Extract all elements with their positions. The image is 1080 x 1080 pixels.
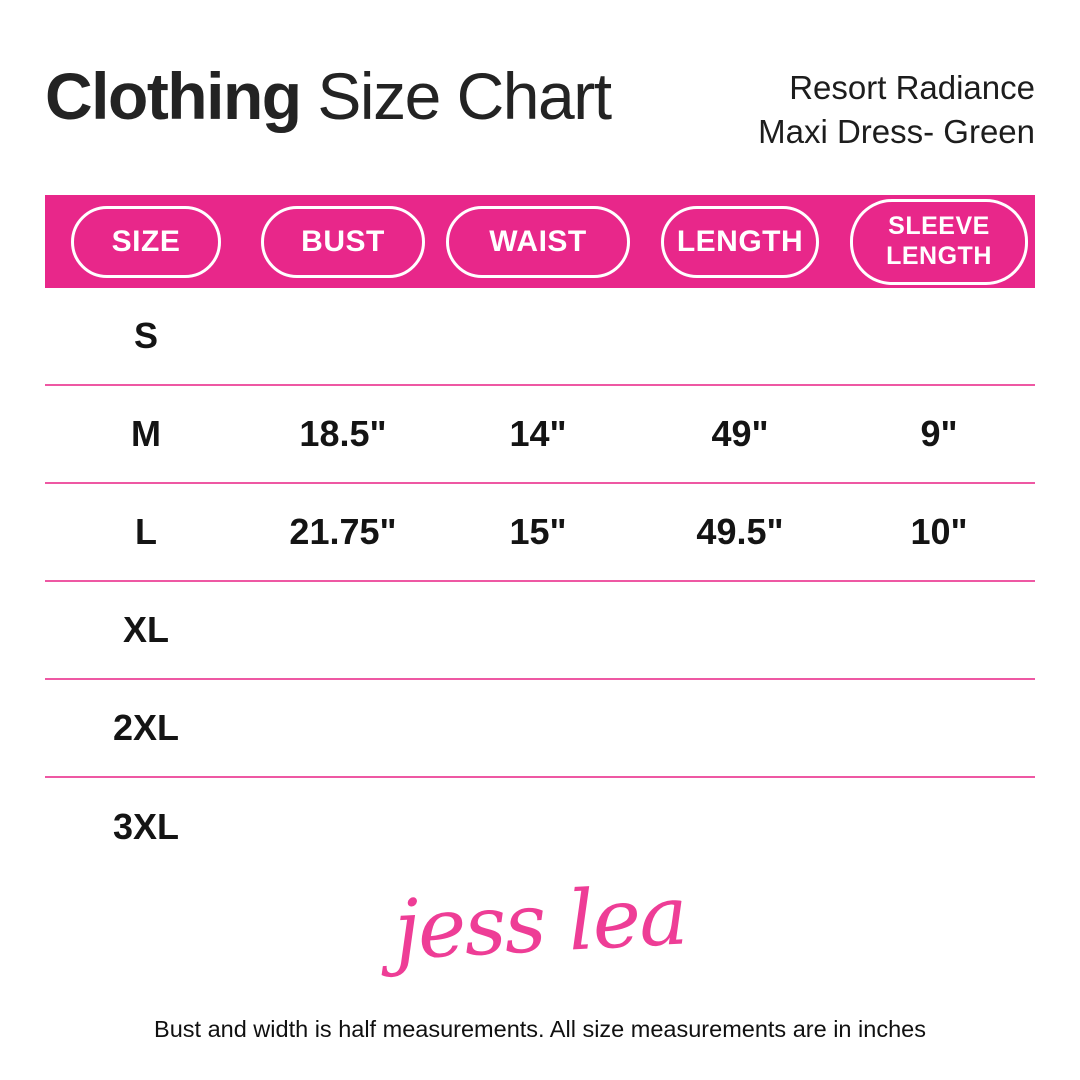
sleeve-value: 9" xyxy=(920,413,958,454)
size-table: S M 18.5" 14" 49" 9" L 21.75" 15" 49.5" … xyxy=(45,288,1035,876)
waist-value: 15" xyxy=(509,511,567,552)
table-row-2xl: 2XL xyxy=(45,680,1035,778)
table-row-m: M 18.5" 14" 49" 9" xyxy=(45,386,1035,484)
column-header-bust: BUST xyxy=(261,205,425,278)
column-header-length: LENGTH xyxy=(661,205,819,278)
size-label: 2XL xyxy=(112,707,180,748)
footer-note: Bust and width is half measurements. All… xyxy=(154,1016,926,1042)
table-header-band: SIZE BUST WAIST LENGTH SLEEVE LENGTH xyxy=(45,195,1035,288)
page-title-bold: Clothing xyxy=(45,59,302,133)
page-title: Clothing Size Chart xyxy=(45,58,612,134)
column-header-bust-label: BUST xyxy=(301,224,385,258)
column-header-size-label: SIZE xyxy=(111,224,181,258)
column-header-size: SIZE xyxy=(71,205,221,278)
column-header-sleeve-length: SLEEVE LENGTH xyxy=(850,198,1028,285)
sleeve-value: 10" xyxy=(910,511,968,552)
size-label: L xyxy=(135,511,157,552)
table-row-s: S xyxy=(45,288,1035,386)
product-name: Resort Radiance Maxi Dress- Green xyxy=(758,66,1035,153)
table-row-l: L 21.75" 15" 49.5" 10" xyxy=(45,484,1035,582)
size-label: XL xyxy=(122,609,169,650)
column-header-waist-label: WAIST xyxy=(489,224,587,258)
waist-value: 14" xyxy=(509,413,567,454)
column-header-sleeve-length-label: SLEEVE LENGTH xyxy=(886,212,992,270)
table-row-3xl: 3XL xyxy=(45,778,1035,876)
column-header-length-label: LENGTH xyxy=(676,224,804,258)
product-name-line2: Maxi Dress- Green xyxy=(758,112,1035,150)
table-row-xl: XL xyxy=(45,582,1035,680)
product-name-line1: Resort Radiance xyxy=(789,69,1035,106)
size-label: 3XL xyxy=(112,806,180,847)
column-header-waist: WAIST xyxy=(446,205,630,278)
page-title-regular: Size Chart xyxy=(300,59,612,133)
bust-value: 21.75" xyxy=(289,511,397,552)
size-label: M xyxy=(131,413,161,454)
bust-value: 18.5" xyxy=(299,413,387,454)
size-label: S xyxy=(133,315,158,356)
length-value: 49" xyxy=(711,413,769,454)
length-value: 49.5" xyxy=(696,511,784,552)
